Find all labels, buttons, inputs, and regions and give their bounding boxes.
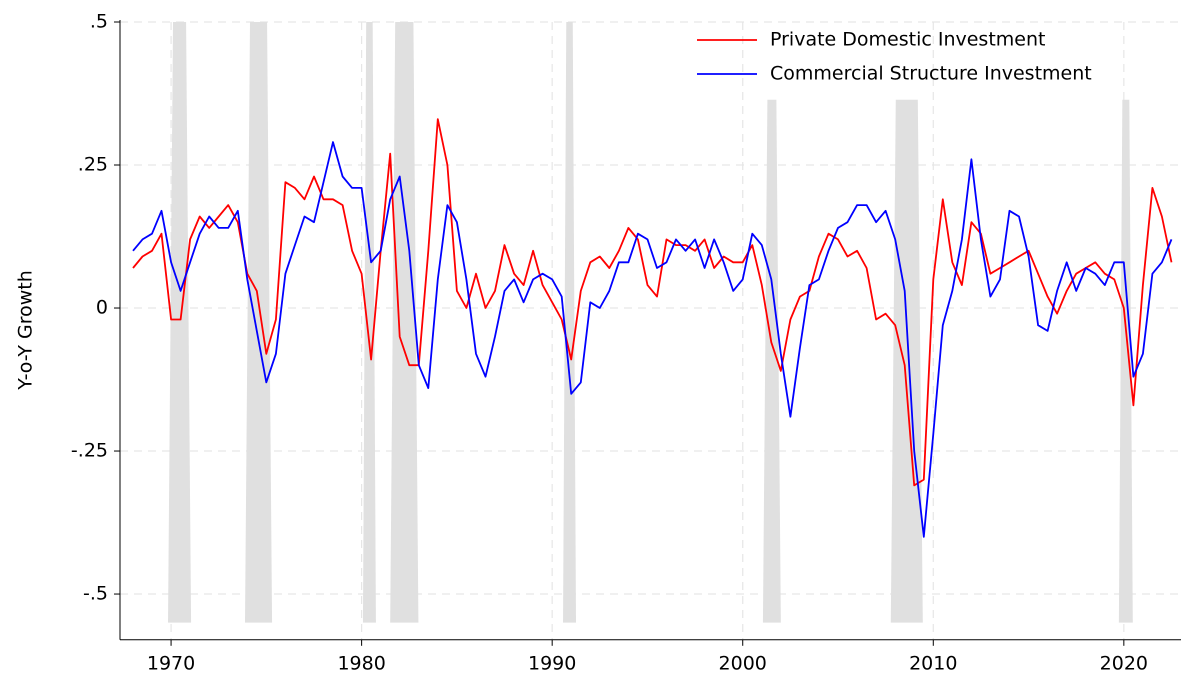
series-line [132,118,1173,487]
legend-label: Private Domestic Investment [770,29,1045,51]
recession-band [362,22,376,623]
recession-band [168,22,192,623]
recession-band [245,22,273,623]
x-tick-label: 2000 [719,652,767,674]
x-tick-label: 1970 [147,652,195,674]
recession-band [390,22,419,623]
y-axis-label: Y-o-Y Growth [15,270,37,391]
legend-label: Commercial Structure Investment [770,63,1092,85]
x-tick-label: 2010 [909,652,957,674]
recession-band [1118,99,1133,623]
series-line [132,141,1173,538]
y-tick-label: .25 [78,154,108,176]
x-tick-label: 2020 [1100,652,1148,674]
x-tick-label: 1980 [337,652,385,674]
x-tick-label: 1990 [528,652,576,674]
recession-band [762,99,781,623]
y-tick-label: .5 [90,11,108,33]
y-tick-label: -.5 [83,583,108,605]
recession-band [563,22,576,623]
recession-band [890,99,923,623]
y-tick-label: -.25 [71,440,108,462]
y-tick-label: 0 [96,297,108,319]
